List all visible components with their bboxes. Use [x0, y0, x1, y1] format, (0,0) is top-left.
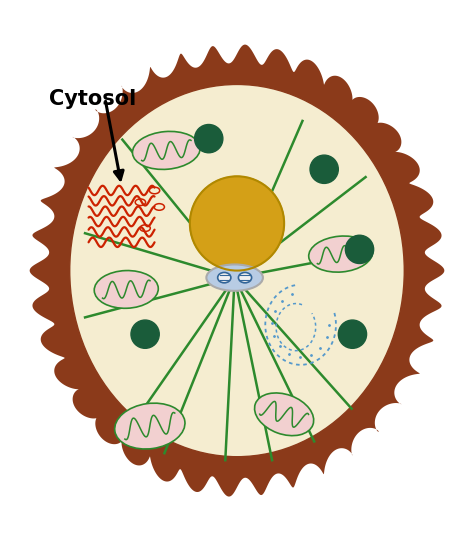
Ellipse shape: [218, 273, 231, 283]
Ellipse shape: [206, 264, 263, 291]
Circle shape: [346, 235, 374, 264]
Ellipse shape: [94, 270, 158, 309]
Circle shape: [310, 155, 338, 183]
Ellipse shape: [115, 403, 185, 449]
Circle shape: [131, 320, 159, 348]
Ellipse shape: [132, 132, 200, 170]
Ellipse shape: [255, 393, 314, 436]
Ellipse shape: [70, 85, 404, 457]
Text: Cytosol: Cytosol: [48, 89, 136, 109]
Circle shape: [195, 124, 223, 153]
Ellipse shape: [238, 273, 252, 283]
Circle shape: [190, 176, 284, 270]
Polygon shape: [30, 45, 444, 497]
Ellipse shape: [309, 236, 373, 272]
Circle shape: [338, 320, 366, 348]
